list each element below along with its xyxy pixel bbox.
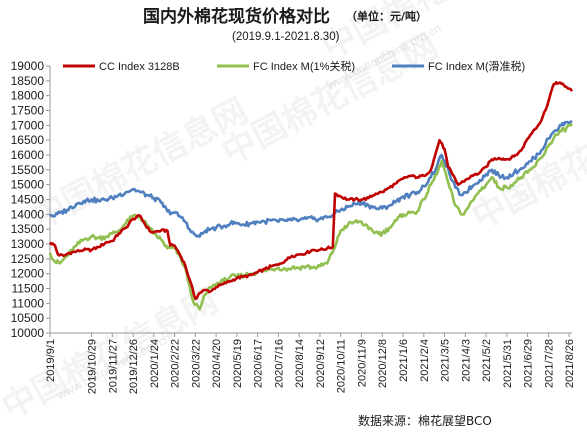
x-tick-label: 2020/10/11 [336, 339, 348, 393]
series-line-0 [48, 81, 574, 301]
y-tick-label: 19000 [11, 59, 45, 73]
y-tick-label: 18500 [11, 74, 45, 88]
series-group [48, 81, 574, 311]
x-tick-label: 2020/4/20 [211, 339, 223, 388]
y-tick-labels: 1000010500110001150012000125001300013500… [11, 59, 50, 340]
y-tick-label: 16000 [11, 148, 45, 162]
y-tick-label: 12000 [11, 267, 45, 281]
y-tick-label: 17500 [11, 104, 45, 118]
legend: CC Index 3128B FC Index M(1%关税) FC Index… [63, 59, 525, 73]
y-tick-label: 14500 [11, 193, 45, 207]
y-tick-label: 14000 [11, 207, 45, 221]
y-tick-label: 16500 [11, 133, 45, 147]
x-tick-label: 2021/6/29 [523, 339, 535, 388]
data-source: 数据来源：棉花展望BCO [358, 413, 492, 428]
x-tick-label: 2020/12/8 [377, 339, 389, 388]
x-tick-label: 2021/8/26 [564, 339, 576, 388]
chart-title: 国内外棉花现货价格对比 [143, 6, 330, 27]
y-tick-label: 15000 [11, 178, 45, 192]
legend-label-fc2: FC Index M(滑准税) [428, 59, 525, 73]
x-tick-label: 2021/7/28 [543, 339, 555, 388]
x-tick-label: 2021/5/2 [481, 339, 493, 382]
x-tick-label: 2020/7/16 [273, 339, 285, 388]
legend-label-fc1: FC Index M(1%关税) [253, 59, 355, 73]
x-tick-label: 2021/1/6 [398, 339, 410, 382]
x-tick-label: 2021/3/5 [440, 339, 452, 382]
x-tick-label: 2020/11/9 [356, 339, 368, 387]
y-tick-label: 10500 [11, 311, 45, 325]
y-tick-label: 15500 [11, 163, 45, 177]
x-tick-label: 2019/11/27 [107, 339, 119, 393]
legend-label-cc: CC Index 3128B [99, 61, 180, 73]
y-tick-label: 17000 [11, 118, 45, 132]
x-tick-label: 2021/2/4 [419, 339, 431, 382]
x-tick-label: 2020/8/14 [294, 339, 306, 388]
x-tick-label: 2020/5/19 [232, 339, 244, 388]
series-line-2 [49, 119, 573, 238]
x-tick-label: 2020/3/22 [190, 339, 202, 388]
x-tick-label: 2021/4/3 [460, 339, 472, 382]
y-tick-label: 18000 [11, 89, 45, 103]
x-tick-label: 2020/6/17 [253, 339, 265, 388]
y-tick-label: 10000 [11, 326, 45, 340]
unit-label: （单位：元/吨） [346, 9, 427, 23]
x-tick-label: 2020/1/24 [149, 339, 161, 388]
y-tick-label: 12500 [11, 252, 45, 266]
chart-subtitle: (2019.9.1-2021.8.30) [232, 31, 340, 43]
y-tick-label: 11500 [12, 282, 45, 296]
x-tick-label: 2020/9/12 [315, 339, 327, 388]
x-tick-label: 2019/9/1 [45, 339, 57, 382]
y-tick-label: 13500 [11, 222, 45, 236]
x-tick-label: 2019/10/29 [87, 339, 99, 394]
x-tick-label: 2020/2/22 [170, 339, 182, 388]
x-tick-labels: 2019/9/1 2019/10/29 2019/11/27 2019/12/26 20… [45, 333, 576, 394]
x-tick-label: 2021/5/31 [502, 339, 514, 388]
x-tick-label: 2019/12/26 [128, 339, 140, 394]
y-tick-label: 11000 [12, 296, 45, 310]
y-tick-label: 13000 [11, 237, 45, 251]
